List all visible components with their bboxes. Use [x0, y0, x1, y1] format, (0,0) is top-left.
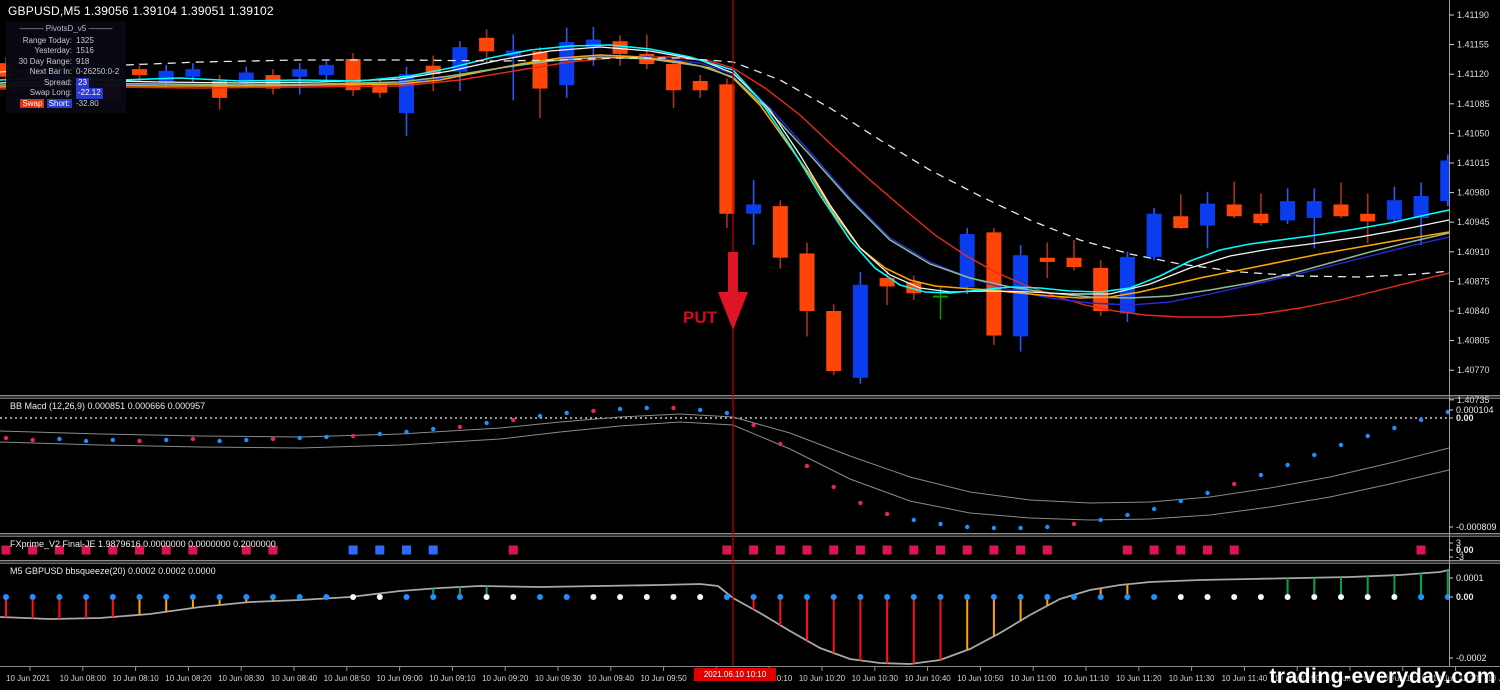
time-tick-label: 10 Jun 2021 [6, 674, 51, 683]
price-tick-label: 1.41015 [1457, 158, 1490, 168]
time-tick-label: 10 Jun 12:20 [1432, 674, 1479, 683]
pivots-row-swap-long: Swap Long: -22.12 [29, 88, 103, 99]
price-tick-label: 1.40735 [1457, 395, 1490, 405]
watermark-text: trading-everyday.com [1269, 665, 1496, 688]
time-tick-label: 10 Jun 08:10 [112, 674, 159, 683]
pivots-title: ——— PivotsD_v5 ——— [19, 24, 113, 33]
time-tick-label: 10 Jun 11:00 [1010, 674, 1056, 683]
time-tick-label: 10 Jun 11:20 [1116, 674, 1162, 683]
pivots-row-range-today: Range Today: 1325 [22, 35, 94, 45]
spread-value-highlight: 23 [76, 77, 89, 88]
pivots-row-swap-short: Swap Short: -32.80 [20, 98, 99, 108]
price-tick-label: 1.41085 [1457, 99, 1490, 109]
time-tick-label: 10 Jun 09:50 [640, 674, 687, 683]
time-tick-label: 10 Jun 09:40 [588, 674, 635, 683]
price-tick-label: 1.40980 [1457, 188, 1490, 198]
time-tick-label: 10 Jun 08:30 [218, 674, 265, 683]
ma-cyan-line [0, 44, 1449, 294]
price-tick-label: 1.40840 [1457, 306, 1490, 316]
time-tick-label: 10 Jun 11:40 [1222, 674, 1268, 683]
ma-white-line [0, 46, 1449, 295]
macd-pane-label: BB Macd (12,26,9) 0.000851 0.000666 0.00… [10, 401, 206, 411]
bbsqueeze-pane [0, 569, 1449, 665]
ma-red-line [0, 56, 1449, 318]
time-tick-label: 10 Jun 11:30 [1169, 674, 1215, 683]
time-tick-label: 10 Jun 09:30 [535, 674, 582, 683]
time-tick-label: 10 Jun 11:50 [1274, 674, 1320, 683]
pivots-row-30day: 30 Day Range: 918 [18, 56, 90, 66]
put-arrow-icon [718, 252, 748, 330]
chart-title: GBPUSD,M5 1.39056 1.39104 1.39051 1.3910… [8, 4, 274, 18]
time-tick-label: 10 Jun 10:50 [957, 674, 1004, 683]
time-tick-label: 10 Jun 08:40 [271, 674, 318, 683]
time-tick-label: 10 Jun 08:50 [324, 674, 371, 683]
indicator-axis-label: 0.00 [1456, 413, 1474, 423]
indicator-axis-label: 0.000104 [1456, 405, 1494, 415]
bbsqueeze-pane-label: M5 GBPUSD bbsqueeze(20) 0.0002 0.0002 0.… [10, 566, 216, 576]
price-tick-label: 1.40875 [1457, 276, 1490, 286]
time-tick-label: 10 Jun 09:20 [482, 674, 529, 683]
price-tick-label: 1.40945 [1457, 217, 1490, 227]
time-tick-label: 10 Jun 10:20 [799, 674, 846, 683]
indicator-axis-label: -0.0002 [1456, 653, 1487, 663]
swap-long-value-highlight: -22.12 [76, 88, 103, 99]
time-tick-label: 10 Jun 09:10 [429, 674, 476, 683]
time-tick-label: 10 Jun 10:30 [852, 674, 899, 683]
pivots-row-yesterday: Yesterday: 1516 [34, 46, 94, 55]
macd-lower-band [0, 421, 1449, 521]
moving-averages [0, 44, 1449, 318]
price-tick-label: 1.40770 [1457, 365, 1490, 375]
ma-orange-line [0, 54, 1449, 299]
ma-blue-line [0, 54, 1449, 306]
time-tick-label: 10 Jun 11:10 [1063, 674, 1109, 683]
price-tick-label: 1.40910 [1457, 247, 1490, 257]
pivots-info-box: ——— PivotsD_v5 ——— Range Today: 1325 Yes… [6, 21, 126, 113]
time-tick-label: 10 Jun 09:00 [376, 674, 423, 683]
indicator-axis-label: 0.00 [1456, 545, 1474, 555]
price-tick-label: 1.41190 [1457, 10, 1489, 20]
time-tick-label: 10 Jun 08:20 [165, 674, 212, 683]
indicator-axis-label: 0.0001 [1456, 573, 1484, 583]
pane-separators [0, 395, 1500, 667]
price-axis[interactable]: 1.41190 1.41155 1.41120 1.41085 1.41050 1.410… [1449, 0, 1490, 666]
swap-short-blue-highlight: Short: [46, 98, 72, 108]
time-tick-label: 10 Jun 08:00 [60, 674, 107, 683]
crosshair-time-badge: 2021.06.10 10:10 [694, 668, 776, 681]
fxprime-pane [1, 545, 1426, 555]
price-tick-label: 1.41050 [1457, 128, 1490, 138]
fxprime-pane-label: FXprime_V2 Final-JE 1.9879616 0.0000000 … [10, 539, 276, 549]
macd-pane [0, 405, 1449, 531]
time-tick-label: 10 Jun 12:00 [1327, 674, 1374, 683]
bbsqueeze-axis-labels: 0.0001 0.00 -0.0002 [1449, 573, 1487, 663]
time-tick-label: 10 Jun 10:40 [904, 674, 951, 683]
indicator-axis-label: -3 [1456, 552, 1464, 562]
fxprime-axis-labels: 30.00-3 [1449, 538, 1474, 562]
squeeze-line [0, 569, 1449, 665]
macd-signal-dots [3, 405, 1449, 531]
macd-upper-band [0, 413, 1449, 504]
ma-dashed-white-line [0, 57, 1449, 278]
ma-green-line [0, 56, 1449, 299]
pivots-row-nextbar: Next Bar In: 0-26250:0-2 [29, 67, 120, 76]
time-tick-label: 10 Jun 12:3 [1487, 674, 1500, 683]
indicator-axis-label: 0.00 [1456, 592, 1474, 602]
indicator-axis-label: -0.000809 [1456, 522, 1497, 532]
price-tick-label: 1.41155 [1457, 40, 1489, 50]
put-signal-label: PUT [683, 308, 717, 327]
indicator-axis-label: 3 [1456, 538, 1461, 548]
price-tick-label: 1.41120 [1457, 69, 1489, 79]
pivots-row-spread: Spread: 23 [43, 77, 89, 88]
time-tick-label: 10 Jun 12:10 [1380, 674, 1427, 683]
swap-short-red-highlight: Swap [20, 98, 45, 108]
price-tick-label: 1.40805 [1457, 336, 1490, 346]
